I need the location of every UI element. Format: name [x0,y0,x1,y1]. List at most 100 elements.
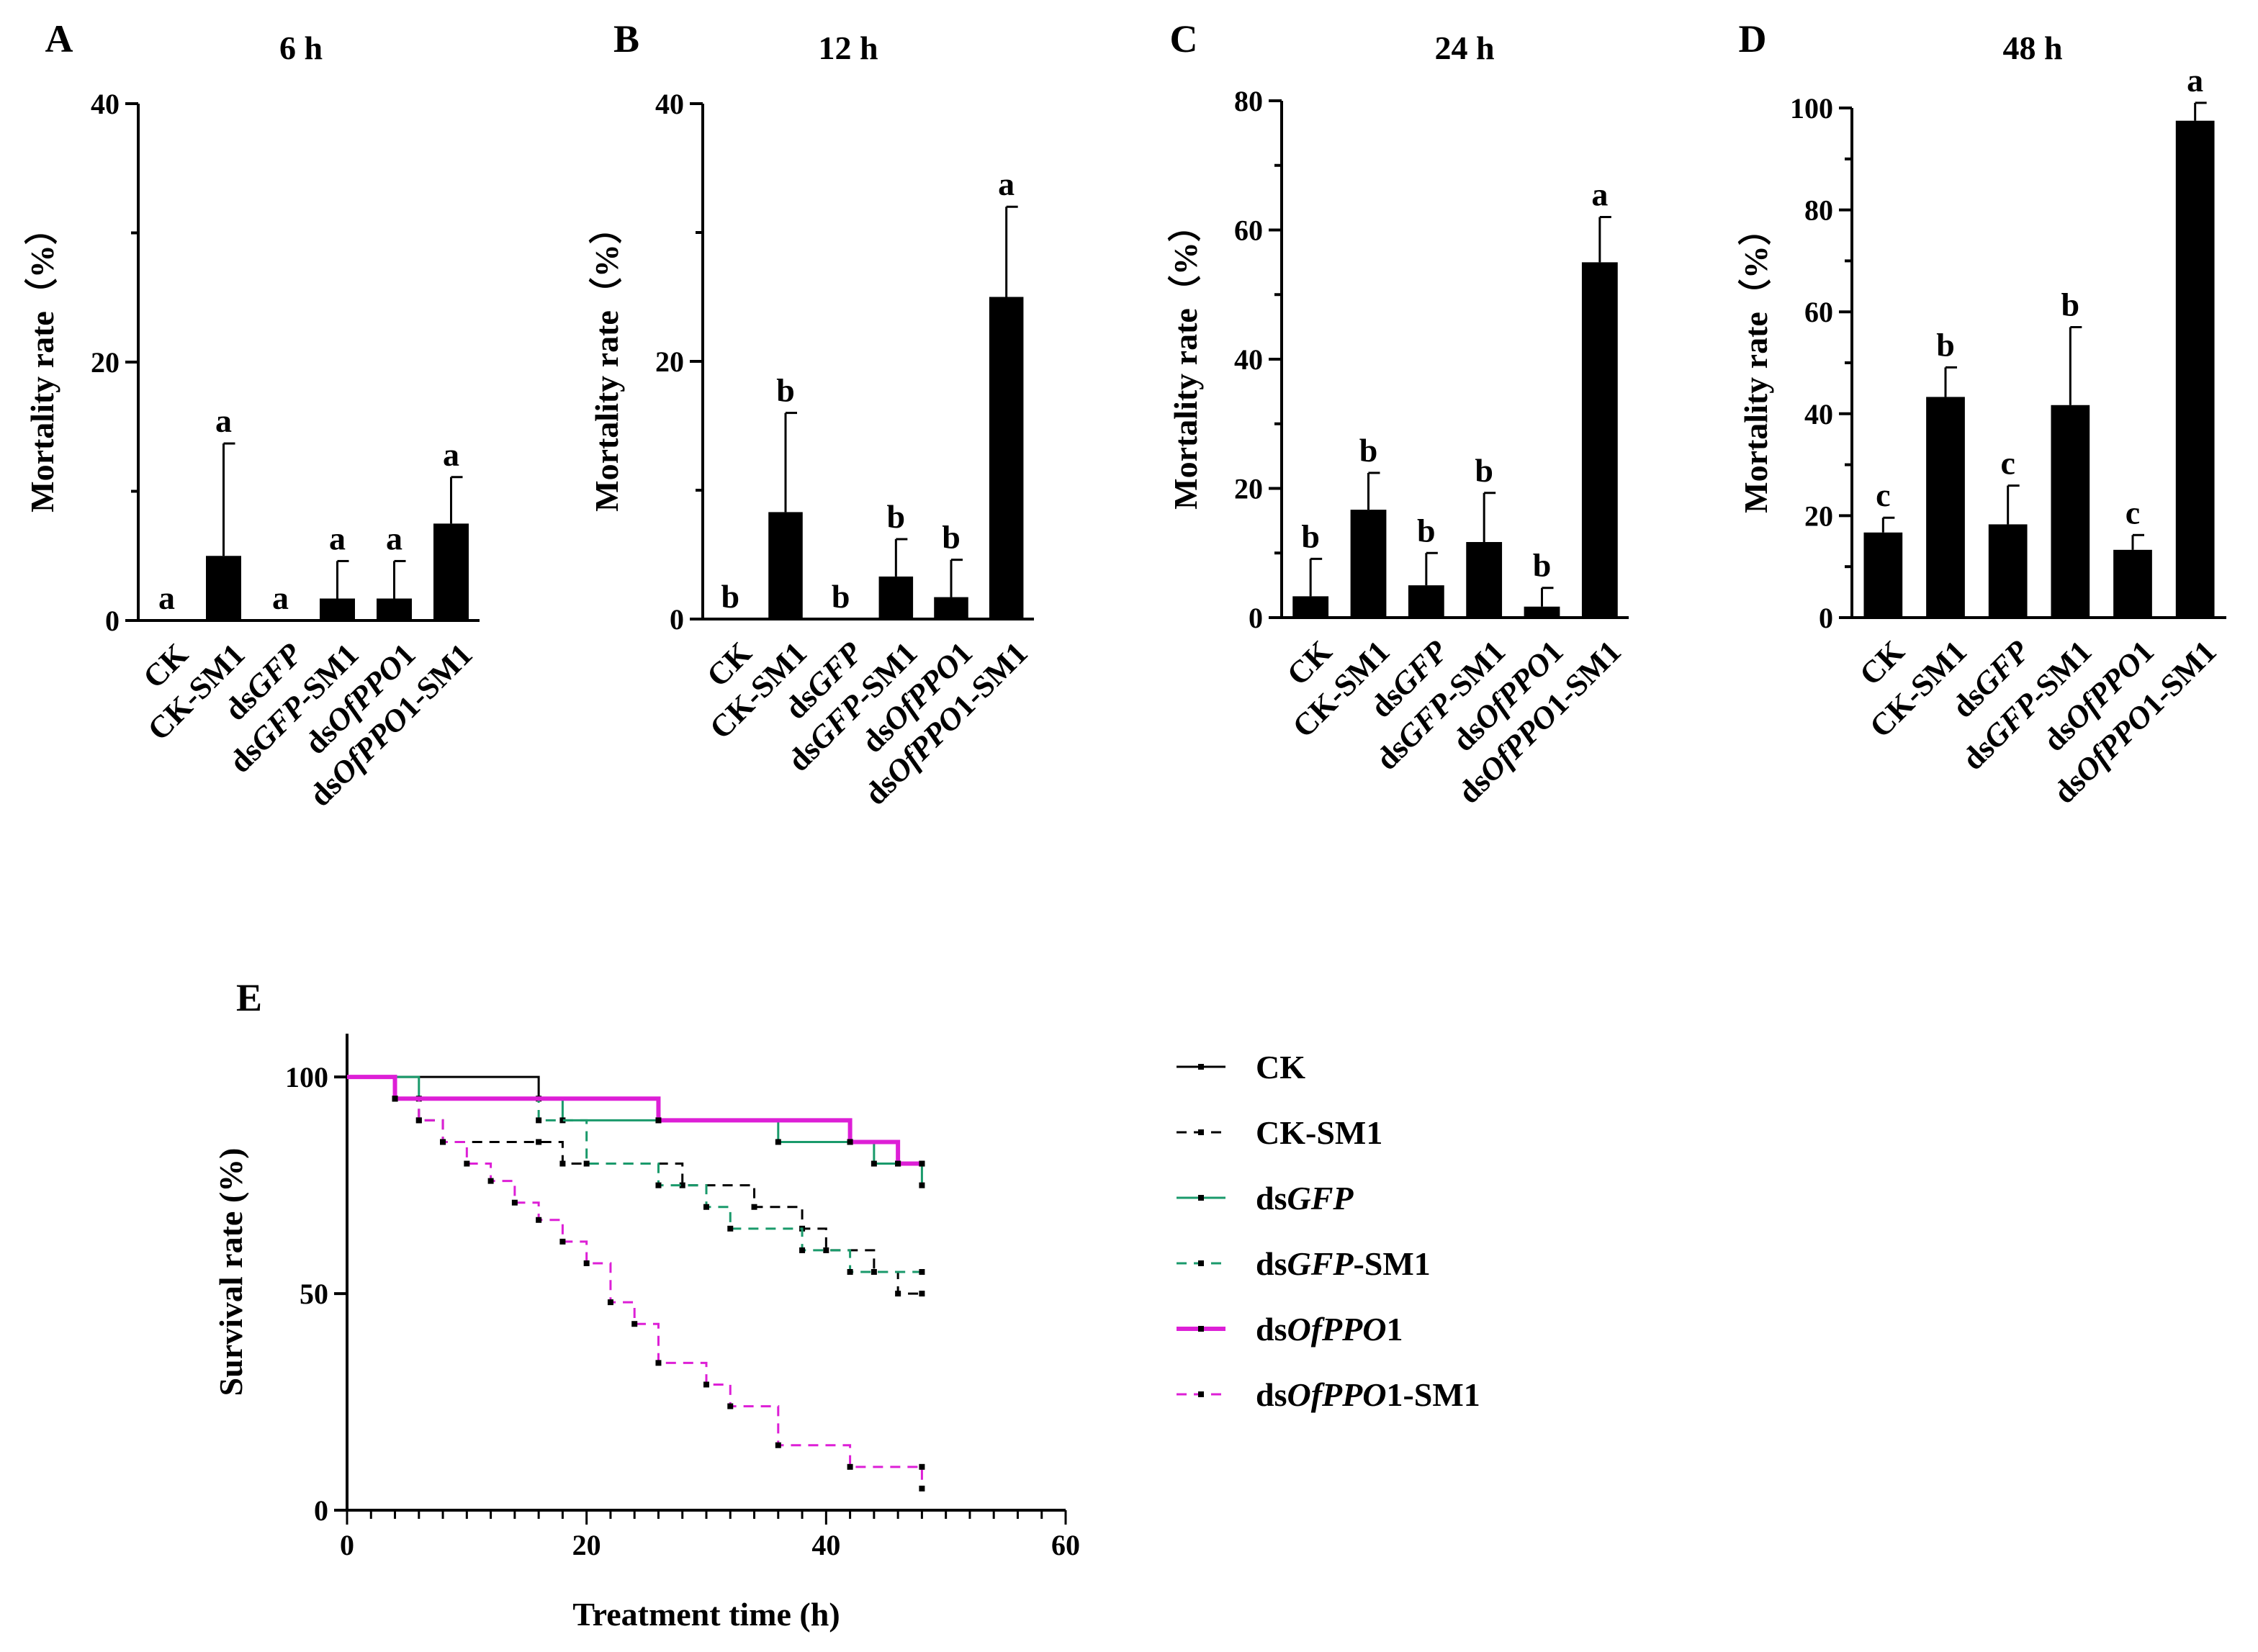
survival-curve [347,1075,923,1489]
y-tick-label: 80 [1804,194,1833,227]
y-tick-label: 0 [105,605,120,637]
bar [1524,606,1560,618]
significance-letter: a [386,520,402,556]
y-tick-label: 0 [1249,602,1263,634]
y-tick-label: 0 [670,603,684,636]
panel-letter: B [613,17,639,60]
survival-curve [347,1075,923,1186]
bar [989,297,1024,619]
censor-mark [919,1463,925,1470]
censor-mark [823,1247,829,1253]
y-axis-label: Mortality rate（%） [24,212,60,513]
bar [1863,532,1903,618]
panel-letter: D [1739,17,1767,60]
bar [878,576,914,619]
bar [934,597,968,619]
legend-marker [1198,1129,1204,1135]
bar [320,598,355,620]
significance-letter: b [1301,518,1320,554]
significance-letter: a [158,579,175,616]
y-tick-label: 40 [655,88,684,120]
y-tick-label: 50 [300,1278,328,1310]
x-tick-label: 0 [340,1529,354,1561]
censor-mark [919,1160,925,1167]
significance-letter: b [1475,452,1493,489]
chart-title: 48 h [2002,30,2062,66]
censor-mark [559,1160,566,1167]
bar [1926,397,1965,618]
bar [2113,549,2152,618]
significance-letter: b [776,372,795,409]
censor-mark [799,1247,806,1253]
significance-letter: c [1876,477,1890,513]
censor-mark [703,1204,709,1210]
censor-mark [679,1182,685,1188]
x-tick-label: 20 [572,1529,601,1561]
legend-marker [1198,1064,1204,1070]
censor-mark [440,1139,446,1145]
survival-curve [347,1075,922,1295]
legend-label: dsGFP [1256,1180,1354,1217]
significance-letter: a [443,436,459,473]
bar [377,598,412,620]
censor-mark [895,1160,901,1167]
y-tick-label: 20 [655,346,684,378]
significance-letter: b [1533,547,1552,584]
censor-mark [919,1291,925,1297]
y-tick-label: 80 [1234,85,1263,117]
significance-letter: b [1936,326,1955,363]
legend-label: dsOfPPO1-SM1 [1256,1376,1480,1413]
censor-mark [751,1204,757,1210]
y-tick-label: 40 [1234,343,1263,376]
bar [1350,510,1387,618]
y-tick-label: 0 [1819,602,1833,634]
y-tick-label: 20 [1804,500,1833,532]
y-axis-label: Survival rate (%) [212,1148,249,1396]
censor-mark [536,1117,542,1124]
censor-mark [703,1381,709,1388]
legend-marker [1198,1326,1204,1332]
significance-letter: b [942,519,961,556]
survival-curve [347,1075,922,1273]
censor-mark [631,1321,638,1327]
censor-mark [871,1160,877,1167]
censor-mark [487,1178,494,1184]
x-tick-label: 60 [1051,1529,1080,1561]
legend-label: CK [1256,1049,1305,1085]
significance-letter: b [721,578,740,615]
y-tick-label: 60 [1804,296,1833,328]
censor-mark [727,1225,734,1232]
significance-letter: a [1591,176,1608,213]
legend-label: CK-SM1 [1256,1114,1382,1151]
censor-mark [727,1403,734,1409]
y-tick-label: 60 [1234,215,1263,247]
significance-letter: b [887,498,906,535]
bar [2175,120,2215,618]
censor-mark [559,1117,566,1124]
censor-mark [607,1299,613,1306]
y-tick-label: 0 [314,1494,328,1527]
significance-letter: c [2000,445,2015,482]
panel-letter: E [236,976,262,1019]
censor-mark [655,1360,662,1366]
censor-mark [536,1217,542,1223]
y-tick-label: 20 [91,346,120,379]
bar [1408,585,1444,618]
censor-mark [895,1291,901,1297]
y-tick-label: 40 [1804,398,1833,430]
legend-label: dsGFP-SM1 [1256,1245,1431,1282]
panel-letter: A [45,17,73,60]
censor-mark [847,1139,853,1145]
censor-mark [919,1485,925,1491]
censor-mark [415,1117,422,1124]
legend-marker [1198,1195,1204,1201]
censor-mark [775,1442,781,1448]
significance-letter: b [1417,512,1436,549]
significance-letter: a [998,166,1015,202]
censor-mark [847,1463,853,1470]
